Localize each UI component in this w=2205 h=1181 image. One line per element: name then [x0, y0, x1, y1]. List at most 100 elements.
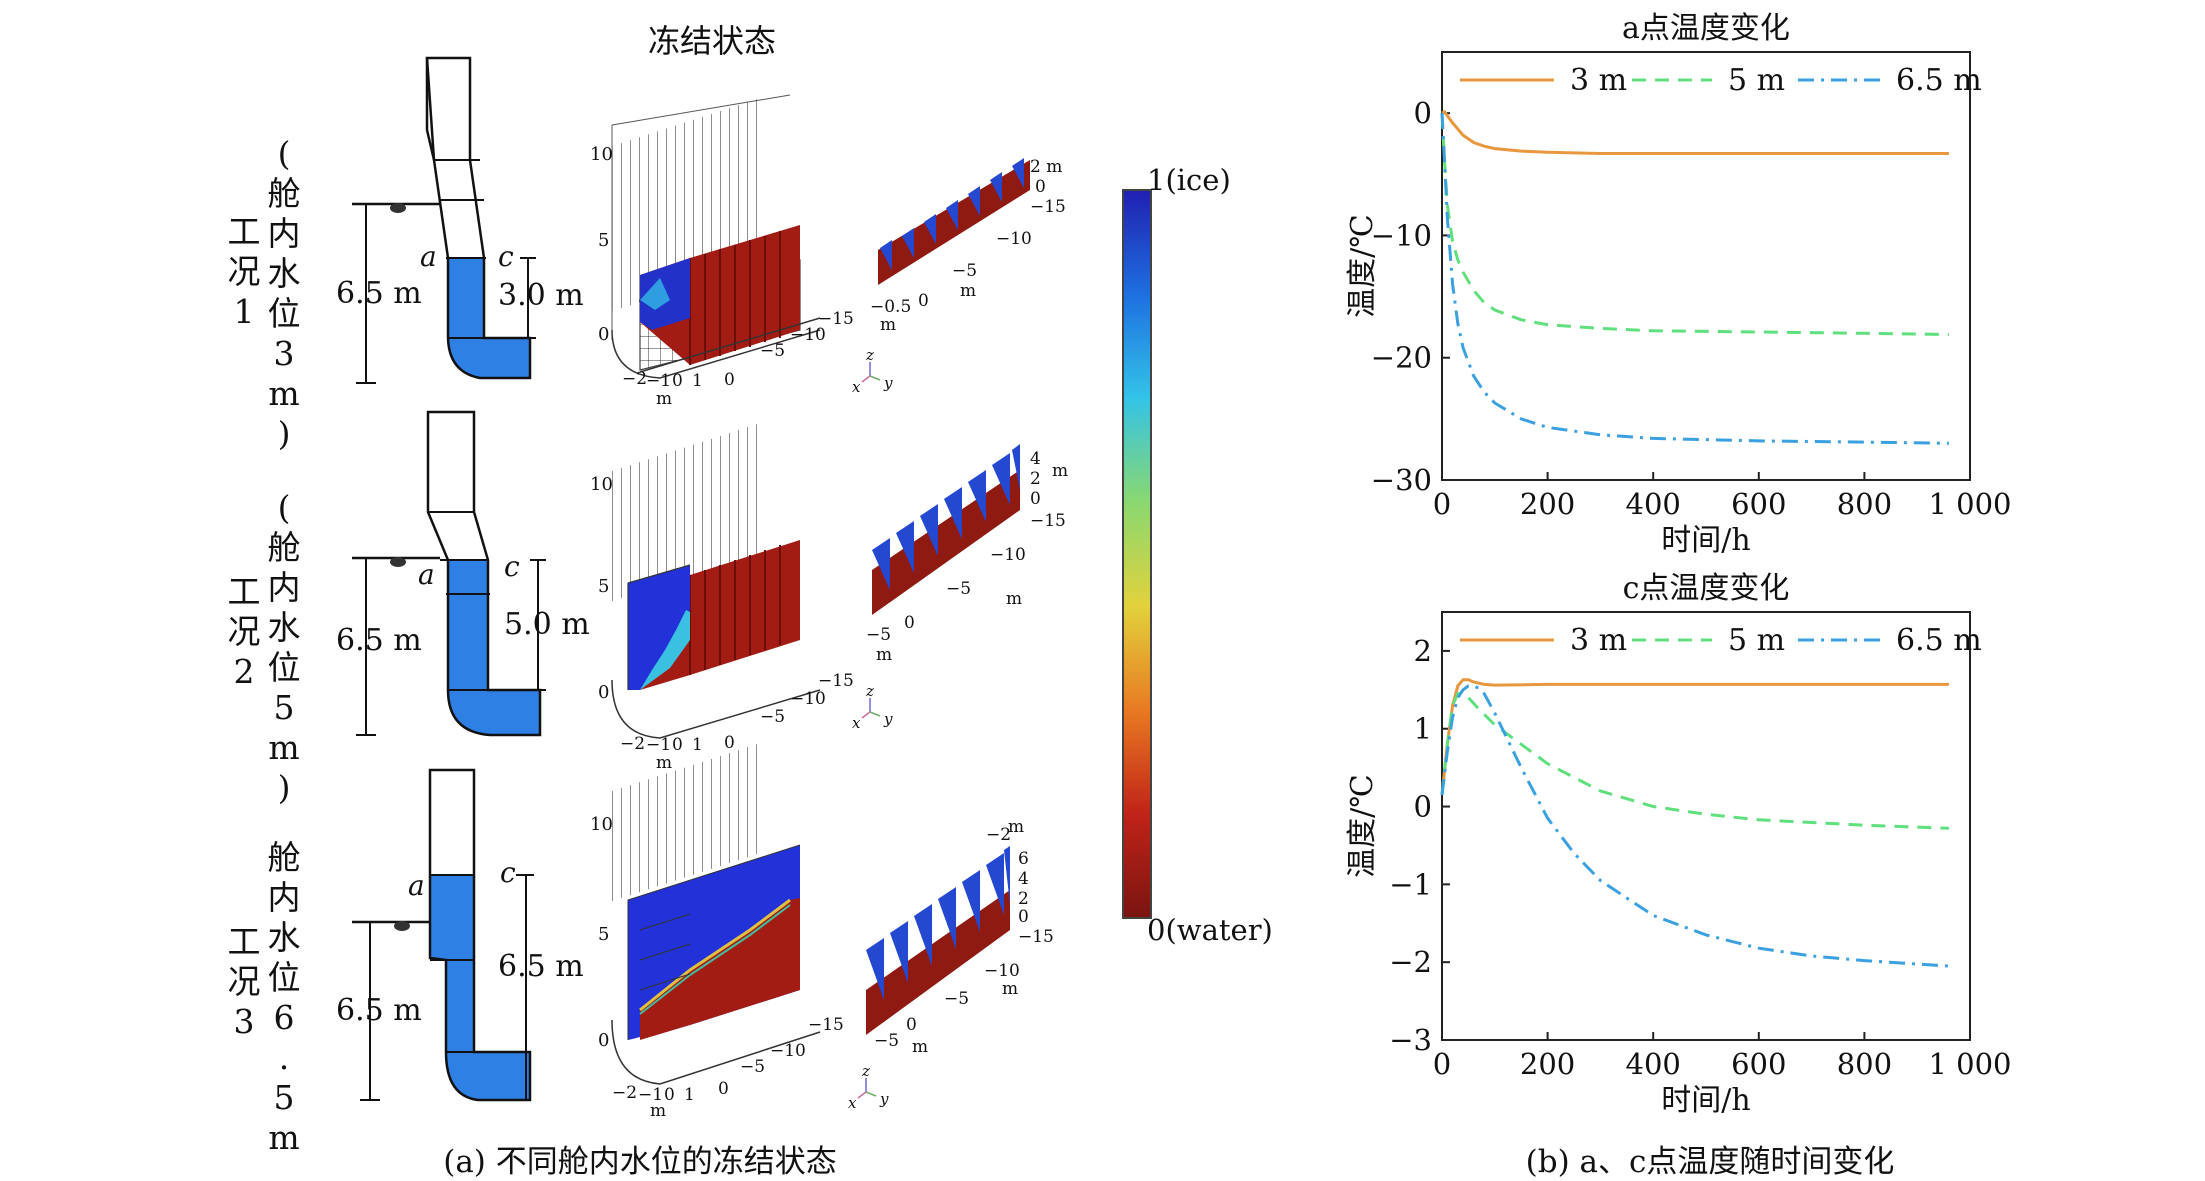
hull-section-3: [352, 768, 534, 1102]
point-c-1: c: [498, 240, 514, 273]
main-y-tick: −15: [818, 671, 854, 691]
small-x-tick: m: [880, 315, 896, 335]
main-x-tick: −2: [612, 1083, 637, 1103]
series-line-5mm: [1440, 113, 1949, 336]
main-y-tick: −10: [770, 1041, 806, 1061]
case-2-water-level-label: ( 舱 内 水 位 5 m ): [267, 488, 301, 807]
small-y-tick: −10: [984, 961, 1020, 981]
case-3-condition-label: 工 况 3: [227, 922, 261, 1041]
main-x-tick: 0: [672, 735, 683, 755]
small-y-tick: m: [1002, 979, 1018, 999]
main-y-tick: 0: [724, 733, 735, 753]
main-z-tick: 0: [598, 324, 609, 345]
main-x-tick: 1: [692, 735, 703, 755]
legend-label: 3 m: [1570, 623, 1627, 658]
small-z-tick: 4: [1030, 449, 1041, 469]
small-x-tick: −5: [866, 625, 891, 645]
main-x-tick: −1: [638, 1085, 663, 1105]
legend-label: 6.5 m: [1896, 63, 1982, 98]
freeze-3d-main-3: 10 5 0 −2 −1 0 1 m 0 −5 −10 −15: [590, 742, 844, 1121]
main-x-unit: m: [656, 389, 672, 409]
main-x-tick: 0: [664, 1085, 675, 1105]
x-axis-label: 时间/h: [1661, 523, 1750, 558]
x-tick-label: 0: [1433, 1047, 1451, 1081]
series-line-6-5mm: [1440, 113, 1949, 445]
main-y-tick: −15: [808, 1015, 844, 1035]
panel-a-caption: (a) 不同舱内水位的冻结状态: [443, 1144, 837, 1180]
small-y-tick: −5: [946, 579, 971, 599]
x-axis-label: 时间/h: [1661, 1083, 1750, 1118]
y-axis-label: 温度/℃: [1345, 774, 1380, 878]
legend-label: 3 m: [1570, 63, 1627, 98]
height-label-2: 6.5 m: [336, 623, 422, 658]
axis-y-label: y: [879, 1090, 889, 1108]
colorbar-top-label: 1(ice): [1147, 163, 1231, 197]
y-tick-label: −10: [1371, 218, 1432, 252]
x-tick-label: 800: [1837, 1047, 1892, 1081]
axis-z-label: z: [865, 682, 874, 700]
case-1-water-level-label: ( 舱 内 水 位 3 m ): [267, 134, 301, 453]
axes-triad-2: z x y: [852, 682, 893, 732]
y-tick-label: 0: [1414, 96, 1432, 130]
small-z-tick: −2: [986, 825, 1011, 845]
small-x-tick: m: [912, 1037, 928, 1057]
colorbar-bottom-label: 0(water): [1147, 913, 1273, 947]
x-tick-label: 600: [1731, 487, 1786, 521]
case-1-condition-label: 工 况 1: [227, 212, 261, 331]
freeze-3d-small-3: m −2 6 4 2 0 −15 −10 −5 m −5 0 m: [866, 817, 1054, 1057]
main-y-tick: −5: [760, 707, 785, 727]
small-y-tick: m: [960, 281, 976, 301]
chart-title: c点温度变化: [1623, 571, 1790, 606]
plot-frame: [1441, 611, 1971, 1041]
level-label-1: 3.0 m: [498, 278, 584, 313]
main-x-tick: −2: [620, 734, 645, 754]
series-line-5mm: [1440, 692, 1949, 830]
panel-b-caption: (b) a、c点温度随时间变化: [1526, 1144, 1895, 1180]
axes-triad-1: z x y: [852, 346, 893, 396]
main-y-tick: 0: [718, 1079, 729, 1099]
axis-y-label: y: [883, 710, 893, 728]
legend-label: 5 m: [1728, 63, 1785, 98]
main-z-tick: 5: [598, 576, 609, 597]
hull-section-1: [352, 56, 536, 384]
legend-label: 5 m: [1728, 623, 1785, 658]
small-z-tick: 4: [1018, 869, 1029, 889]
small-z-tick: −15: [1018, 927, 1054, 947]
main-z-tick: 5: [598, 230, 609, 251]
case-1: 6.5 m 3.0 m a c 10 5 0 −2 −1 0 1 m 0 −5 …: [336, 56, 1066, 409]
x-tick-label: 600: [1731, 1047, 1786, 1081]
small-y-tick: m: [1006, 589, 1022, 609]
y-tick-label: −30: [1371, 463, 1432, 497]
main-x-unit: m: [656, 753, 672, 773]
case-3: 6.5 m 6.5 m a c 10 5 0 −2 −1 0 1 m 0 −5 …: [336, 742, 1054, 1121]
y-tick-label: 1: [1414, 712, 1432, 746]
x-tick-label: 1 000: [1928, 1047, 2011, 1081]
main-x-tick: 1: [684, 1085, 695, 1105]
point-a-2: a: [418, 558, 435, 591]
small-z-tick: m: [1052, 461, 1068, 481]
freeze-3d-main-2: 10 5 0 −2 −1 0 1 m 0 −5 −10 −15: [590, 422, 854, 773]
panel-a-title: 冻结状态: [648, 22, 776, 60]
y-tick-label: 0: [1414, 790, 1432, 824]
series-line-6-5mm: [1440, 684, 1949, 968]
y-tick-label: 2: [1414, 634, 1432, 668]
main-y-tick: −10: [790, 689, 826, 709]
small-z-tick: m: [1008, 817, 1024, 837]
height-label-1: 6.5 m: [336, 276, 422, 311]
axis-x-label: x: [848, 1094, 857, 1112]
plot-frame: [1441, 51, 1971, 481]
freeze-3d-small-2: 4 m 2 0 −15 −10 −5 m −5 0 m: [866, 444, 1068, 665]
main-y-tick: −10: [790, 325, 826, 345]
x-tick-label: 200: [1520, 1047, 1575, 1081]
small-x-tick: m: [876, 645, 892, 665]
main-z-tick: 10: [590, 474, 613, 495]
axis-z-label: z: [865, 346, 874, 364]
main-x-tick: −2: [622, 369, 647, 389]
chart-title: a点温度变化: [1622, 11, 1790, 46]
main-y-tick: −5: [740, 1057, 765, 1077]
case-3-water-level-label: 舱 内 水 位 6 . 5 m: [267, 838, 301, 1157]
point-c-3: c: [500, 856, 516, 889]
x-tick-label: 400: [1626, 487, 1681, 521]
